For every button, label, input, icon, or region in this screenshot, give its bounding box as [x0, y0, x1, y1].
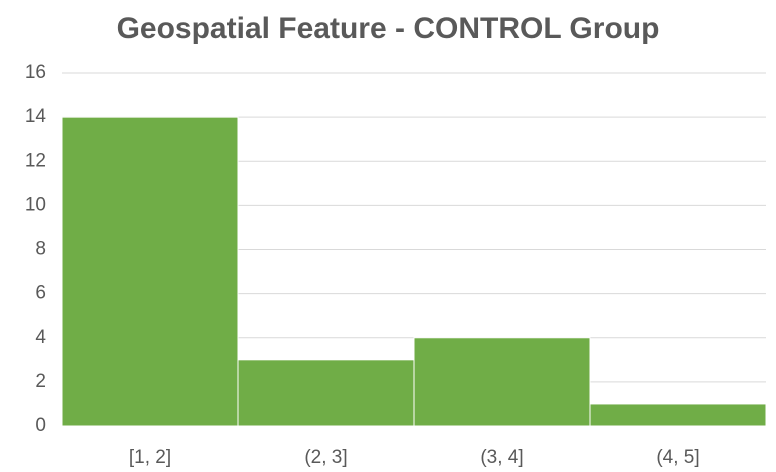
y-tick-label: 4: [35, 327, 46, 348]
y-tick-label: 0: [35, 415, 46, 436]
y-tick-label: 12: [25, 150, 46, 171]
y-tick-label: 6: [35, 283, 46, 304]
x-tick-label: (2, 3]: [304, 447, 347, 468]
bar: [589, 403, 767, 427]
y-tick-label: 8: [35, 239, 46, 260]
x-tick-label: (3, 4]: [480, 447, 523, 468]
y-tick-label: 10: [25, 194, 46, 215]
y-tick-label: 14: [25, 106, 47, 127]
chart-title: Geospatial Feature - CONTROL Group: [117, 12, 660, 45]
bar: [61, 116, 239, 427]
x-tick-label: (4, 5]: [656, 447, 699, 468]
bar: [413, 337, 591, 427]
y-tick-label: 2: [35, 371, 46, 392]
y-tick-label: 16: [25, 62, 46, 83]
x-tick-label: [1, 2]: [129, 447, 171, 468]
bar: [237, 359, 415, 427]
